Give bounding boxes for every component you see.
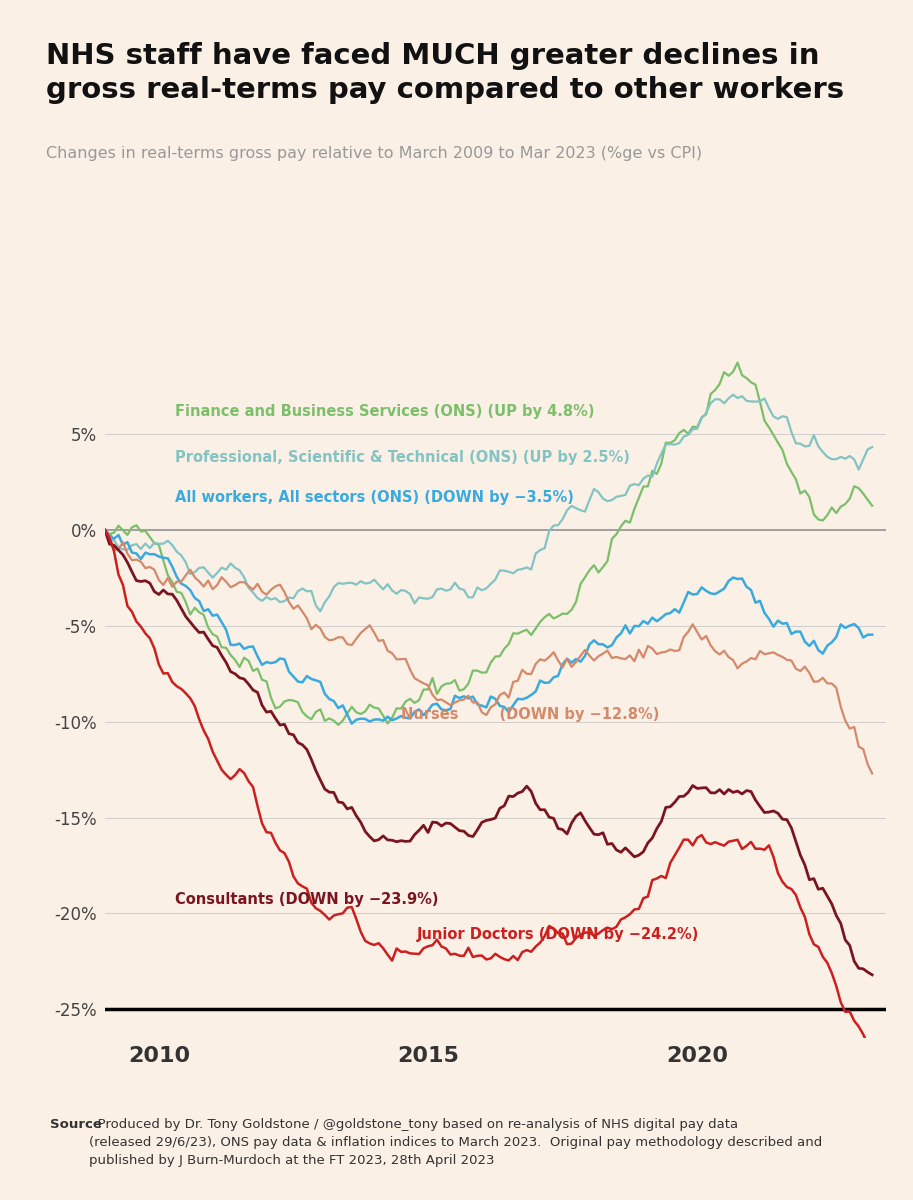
Text: Consultants (DOWN by −23.9%): Consultants (DOWN by −23.9%) xyxy=(175,893,438,907)
Text: Professional, Scientific & Technical (ONS) (UP by 2.5%): Professional, Scientific & Technical (ON… xyxy=(175,450,630,464)
Text: All workers, All sectors (ONS) (DOWN by −3.5%): All workers, All sectors (ONS) (DOWN by … xyxy=(175,490,574,505)
Text: Source: Source xyxy=(50,1118,102,1132)
Text: Junior Doctors (DOWN by −24.2%): Junior Doctors (DOWN by −24.2%) xyxy=(417,926,699,942)
Text: Nurses        (DOWN by −12.8%): Nurses (DOWN by −12.8%) xyxy=(401,707,659,721)
Text: Changes in real-terms gross pay relative to March 2009 to Mar 2023 (%ge vs CPI): Changes in real-terms gross pay relative… xyxy=(46,146,702,162)
Text: : Produced by Dr. Tony Goldstone / @goldstone_tony based on re-analysis of NHS d: : Produced by Dr. Tony Goldstone / @gold… xyxy=(89,1118,823,1168)
Text: NHS staff have faced MUCH greater declines in
gross real-terms pay compared to o: NHS staff have faced MUCH greater declin… xyxy=(46,42,844,103)
Text: Finance and Business Services (ONS) (UP by 4.8%): Finance and Business Services (ONS) (UP … xyxy=(175,403,594,419)
